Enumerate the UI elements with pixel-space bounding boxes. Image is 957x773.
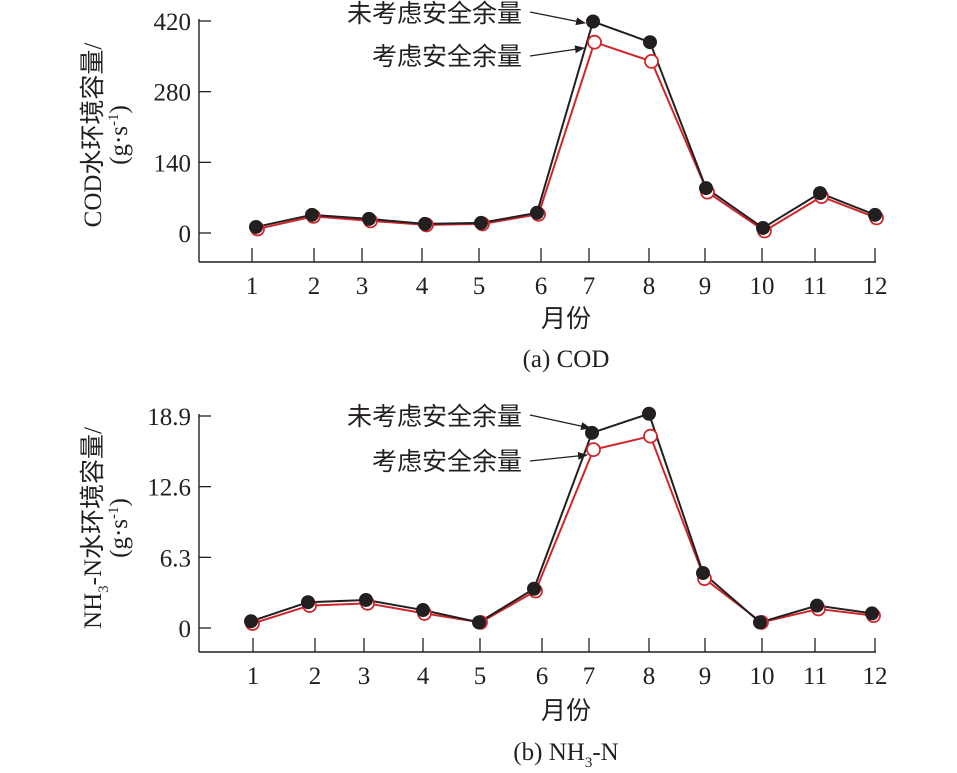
nh3n-series: [244, 406, 881, 631]
point-no-margin: [359, 592, 373, 607]
nh3n-annotation-with-margin: 考虑安全余量: [372, 447, 522, 476]
point-no-margin: [305, 207, 319, 222]
point-no-margin: [699, 181, 713, 196]
nh3n-x-axis-label: 月份: [541, 696, 591, 725]
cod-y-axis-label: COD水环境容量/: [79, 43, 107, 228]
y-tick-label: 420: [154, 9, 192, 36]
nh3n-arrow-no-margin: [529, 414, 591, 431]
y-tick-label: 280: [154, 80, 192, 107]
nh3n-arrow-with-margin: [529, 451, 588, 462]
point-no-margin: [756, 220, 770, 235]
point-no-margin: [301, 595, 315, 610]
x-tick-label: 8: [643, 663, 656, 690]
point-no-margin: [868, 207, 882, 222]
point-no-margin: [813, 186, 827, 201]
cod-annotation-no-margin: 未考虑安全余量: [347, 0, 522, 28]
cod-arrow-with-margin: [529, 45, 585, 57]
cod-x-ticks: 1 2 3 4 5 6 7 8 9 10 11 12: [246, 248, 888, 300]
series-line-no-margin: [255, 20, 876, 229]
nh3n-axes: [198, 414, 876, 653]
x-tick-label: 8: [643, 273, 656, 300]
point-no-margin: [696, 566, 710, 581]
point-no-margin: [643, 35, 657, 50]
point-no-margin: [530, 205, 544, 220]
series-line-with-margin: [252, 435, 874, 625]
point-no-margin: [416, 603, 430, 618]
series-line-with-margin: [257, 41, 877, 232]
x-tick-label: 1: [247, 663, 260, 690]
nh3n-caption: (b) NH3-N: [513, 739, 618, 771]
cod-caption: (a) COD: [523, 346, 610, 373]
nh3n-chart: 06.312.618.9 1 2 3 4 5 6 7 8 9 10 11 12 NH3-N水环境容量/…: [79, 402, 888, 771]
cod-series: [249, 14, 884, 239]
nh3n-label-subscript: 3: [96, 585, 112, 593]
point-with-margin: [587, 34, 602, 50]
y-tick-label: 18.9: [147, 404, 191, 431]
point-no-margin: [585, 425, 599, 440]
y-tick-label: 6.3: [160, 545, 191, 572]
nh3n-caption-subscript: 3: [585, 755, 593, 771]
nh3n-y-axis-label: NH3-N水环境容量/: [79, 427, 112, 629]
x-tick-label: 3: [358, 663, 371, 690]
nh3n-y-ticks: 0 6.3 12.6 18.9: [147, 404, 211, 643]
cod-unit-superscript: -1: [106, 113, 122, 126]
x-tick-label: 6: [536, 663, 549, 690]
x-tick-label: 10: [750, 663, 775, 690]
point-no-margin: [249, 219, 263, 234]
point-no-margin: [362, 211, 376, 226]
cod-y-axis-unit: (g·s-1): [106, 105, 133, 165]
x-tick-label: 2: [308, 273, 321, 300]
point-no-margin: [474, 215, 488, 230]
point-no-margin: [753, 615, 767, 630]
nh3n-y-axis-unit: (g·s-1): [106, 498, 133, 558]
point-no-margin: [527, 581, 541, 596]
x-tick-label: 4: [416, 273, 429, 300]
x-tick-label: 7: [583, 663, 596, 690]
nh3n-annotation-no-margin: 未考虑安全余量: [347, 402, 522, 431]
nh3n-x-ticks: 1 2 3 4 5 6 7 8 9 10 11 12: [247, 638, 888, 690]
cod-arrow-no-margin: [529, 11, 586, 26]
point-no-margin: [810, 598, 824, 613]
x-tick-label: 6: [535, 273, 548, 300]
cod-y-ticks: 0 140 280 420: [154, 9, 211, 248]
x-tick-label: 7: [583, 273, 596, 300]
x-tick-label: 9: [699, 663, 712, 690]
point-no-margin: [586, 14, 600, 29]
x-tick-label: 4: [417, 663, 430, 690]
x-tick-label: 5: [474, 663, 487, 690]
cod-x-axis-label: 月份: [541, 304, 591, 333]
x-tick-label: 5: [473, 273, 486, 300]
point-no-margin: [244, 614, 258, 629]
point-no-margin: [865, 606, 879, 621]
y-tick-label: 140: [154, 150, 192, 177]
series-line-no-margin: [250, 412, 873, 624]
x-tick-label: 2: [309, 663, 322, 690]
point-no-margin: [642, 406, 656, 421]
x-tick-label: 9: [699, 273, 712, 300]
point-no-margin: [472, 615, 486, 630]
x-tick-label: 3: [356, 273, 369, 300]
point-with-margin: [644, 53, 659, 69]
y-tick-label: 0: [179, 616, 192, 643]
y-tick-label: 0: [179, 221, 192, 248]
x-tick-label: 11: [803, 663, 827, 690]
x-tick-label: 10: [750, 273, 775, 300]
cod-axes: [198, 19, 876, 263]
x-tick-label: 1: [246, 273, 259, 300]
y-tick-label: 12.6: [147, 475, 191, 502]
nh3n-unit-superscript: -1: [106, 506, 122, 519]
cod-annotation-with-margin: 考虑安全余量: [372, 42, 522, 71]
x-tick-label: 12: [863, 273, 888, 300]
x-tick-label: 12: [863, 663, 888, 690]
point-with-margin: [643, 428, 658, 444]
x-tick-label: 11: [803, 273, 827, 300]
point-with-margin: [586, 442, 601, 458]
point-no-margin: [418, 216, 432, 231]
